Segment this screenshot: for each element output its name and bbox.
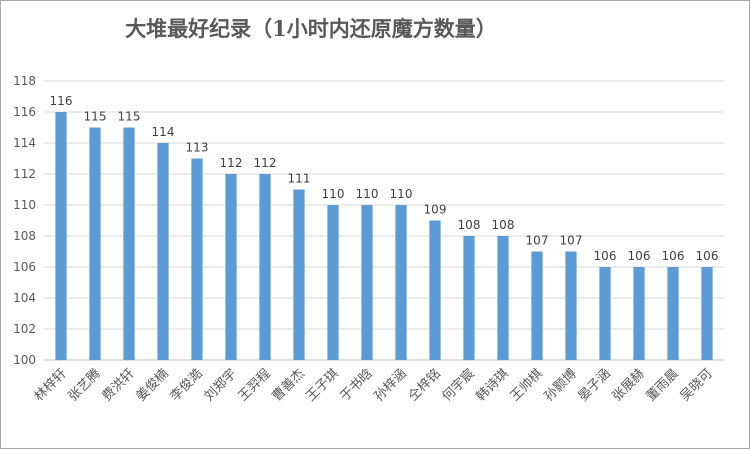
data-label: 110 — [322, 187, 345, 201]
y-tick-label: 104 — [13, 291, 36, 305]
data-label: 114 — [152, 125, 175, 139]
bar — [633, 267, 645, 360]
data-label: 106 — [696, 249, 719, 263]
data-label: 106 — [594, 249, 617, 263]
x-tick-label: 曹善杰 — [269, 366, 308, 405]
data-label: 107 — [560, 234, 583, 248]
x-tick-label: 于书晗 — [337, 366, 376, 405]
data-label: 110 — [390, 187, 413, 201]
data-label: 109 — [424, 203, 447, 217]
data-label: 110 — [356, 187, 379, 201]
y-tick-label: 100 — [13, 353, 36, 367]
x-tick-label: 何宇宸 — [439, 366, 478, 405]
bar — [701, 267, 713, 360]
x-tick-label: 王子琪 — [304, 366, 342, 404]
data-label: 115 — [118, 110, 141, 124]
x-tick-label: 吴晓可 — [678, 366, 716, 404]
bar — [463, 236, 475, 360]
bar — [55, 112, 67, 360]
bar — [497, 236, 509, 360]
y-tick-label: 116 — [13, 105, 36, 119]
x-tick-label: 林梓轩 — [32, 366, 70, 404]
data-label: 108 — [492, 218, 515, 232]
bar — [565, 251, 577, 360]
x-tick-label: 刘郑宇 — [202, 366, 240, 404]
bar — [327, 205, 339, 360]
data-label: 111 — [288, 172, 311, 186]
y-tick-label: 112 — [13, 167, 36, 181]
x-tick-label: 仝梓铭 — [406, 366, 444, 404]
x-tick-label: 姜俊楠 — [134, 366, 172, 404]
bar — [667, 267, 679, 360]
x-tick-label: 董雨晨 — [644, 366, 682, 404]
data-label: 108 — [458, 218, 481, 232]
x-tick-label: 孙颢博 — [542, 366, 580, 404]
bar — [157, 143, 169, 360]
bar — [361, 205, 373, 360]
bar — [429, 220, 441, 360]
bar — [225, 174, 237, 360]
x-tick-label: 晏子涵 — [576, 366, 614, 404]
x-tick-label: 孙梓涵 — [372, 366, 410, 404]
data-label: 106 — [662, 249, 685, 263]
chart-title: 大堆最好纪录（1小时内还原魔方数量） — [125, 16, 497, 41]
x-tick-label: 费洪轩 — [100, 366, 138, 404]
y-tick-label: 110 — [13, 198, 36, 212]
bar — [191, 158, 203, 360]
x-tick-label: 王帅棋 — [508, 366, 546, 404]
y-tick-label: 114 — [13, 136, 36, 150]
data-label: 116 — [50, 94, 73, 108]
y-tick-label: 106 — [13, 260, 36, 274]
data-label: 113 — [186, 141, 209, 155]
y-tick-label: 102 — [13, 322, 36, 336]
x-tick-label: 韩诗琪 — [474, 366, 512, 404]
data-label: 106 — [628, 249, 651, 263]
x-tick-label: 李俊澔 — [168, 366, 206, 404]
bar — [259, 174, 271, 360]
bar — [293, 189, 305, 360]
y-tick-label: 118 — [13, 74, 36, 88]
bar — [531, 251, 543, 360]
data-label: 112 — [254, 156, 277, 170]
data-label: 115 — [84, 110, 107, 124]
x-tick-label: 王羿程 — [236, 366, 274, 404]
y-tick-label: 108 — [13, 229, 36, 243]
bar — [89, 127, 101, 360]
bar — [395, 205, 407, 360]
x-tick-label: 张艺腾 — [65, 366, 104, 405]
bar — [123, 127, 135, 360]
data-label: 107 — [526, 234, 549, 248]
x-tick-label: 张展赫 — [610, 366, 648, 404]
data-label: 112 — [220, 156, 243, 170]
bar — [599, 267, 611, 360]
